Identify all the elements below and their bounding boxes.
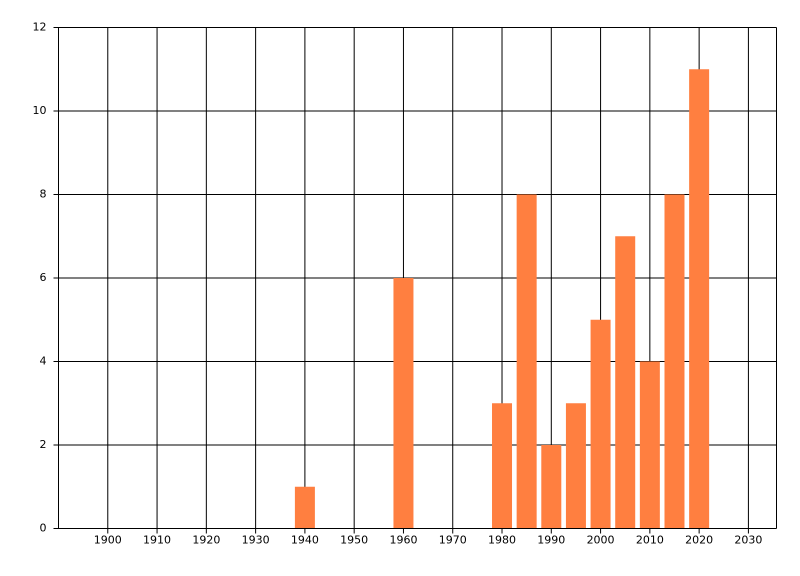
x-tick-label: 1980 <box>488 534 516 547</box>
bar <box>516 194 537 529</box>
x-tick-label: 1970 <box>439 534 467 547</box>
x-tick-label: 2030 <box>734 534 762 547</box>
x-tick-label: 1900 <box>94 534 122 547</box>
bar <box>664 194 685 529</box>
y-tick-label: 4 <box>40 355 47 368</box>
bar <box>541 445 562 529</box>
bar <box>689 69 710 529</box>
bar <box>294 486 315 529</box>
x-tick-label: 1930 <box>242 534 270 547</box>
x-tick-label: 2010 <box>636 534 664 547</box>
bar <box>492 403 513 529</box>
y-tick-label: 2 <box>40 438 47 451</box>
y-tick-label: 10 <box>33 104 47 117</box>
bar <box>615 236 636 529</box>
y-tick-label: 0 <box>40 522 47 535</box>
x-tick-label: 1940 <box>291 534 319 547</box>
bar <box>393 278 414 529</box>
y-tick-label: 12 <box>33 21 47 34</box>
x-tick-label: 2000 <box>587 534 615 547</box>
x-tick-label: 2020 <box>685 534 713 547</box>
x-tick-label: 1990 <box>537 534 565 547</box>
y-tick-label: 6 <box>40 271 47 284</box>
bar <box>590 319 611 529</box>
x-tick-label: 1950 <box>340 534 368 547</box>
x-tick-label: 1960 <box>389 534 417 547</box>
x-tick-label: 1920 <box>192 534 220 547</box>
bar <box>639 361 660 529</box>
x-tick-label: 1910 <box>143 534 171 547</box>
bar <box>565 403 586 529</box>
y-tick-label: 8 <box>40 188 47 201</box>
